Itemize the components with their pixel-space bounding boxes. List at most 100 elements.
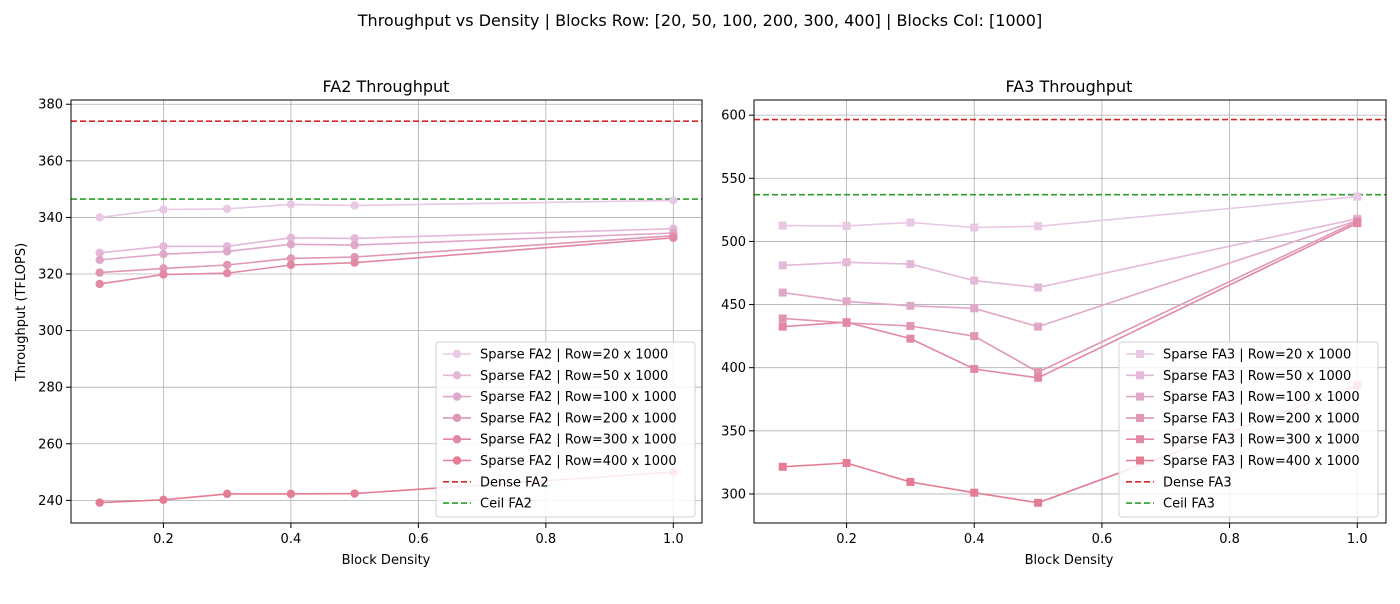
fa3-legend-label: Sparse FA3 | Row=300 x 1000: [1163, 433, 1360, 448]
fa2-data-point: [286, 233, 296, 242]
fa3-data-point: [906, 301, 915, 310]
fa2-data-point: [95, 498, 104, 507]
fa2-data-point: [159, 242, 168, 251]
fa2-data-point: [350, 489, 359, 498]
fa3-data-point: [906, 334, 915, 343]
fa2-data-point: [159, 495, 168, 504]
fa3-data-point: [906, 218, 915, 227]
fa3-data-point: [778, 221, 787, 230]
fa3-data-point: [842, 459, 851, 468]
fa3-data-point: [1034, 373, 1043, 382]
fa2-data-point: [159, 250, 168, 259]
fa2-series-line-5: [99, 471, 674, 504]
fa2-data-point: [95, 255, 104, 265]
fa3-series-line-4: [782, 222, 1358, 379]
fa3-data-point: [1353, 219, 1362, 228]
fa2-legend-label: Ceil FA2: [480, 497, 532, 512]
fa2-legend-label: Sparse FA2 | Row=400 x 1000: [480, 454, 677, 469]
fa2-y-tick-label: 240: [38, 494, 63, 509]
fa3-legend-box: [1118, 341, 1379, 518]
fa2-x-tick-label: 0.4: [281, 532, 302, 547]
fa2-legend-label: Dense FA2: [480, 475, 549, 490]
fa3-x-tick-label: 0.2: [836, 532, 857, 547]
fa3-throughput-chart: FA3 Throughput Block Density 0.2 0.4 0.6 0.…: [721, 77, 1387, 568]
fa2-x-axis-label: Block Density: [342, 553, 431, 568]
fa2-legend: Sparse FA2 | Row=20 x 1000 Sparse FA2 | R…: [435, 341, 696, 518]
fa3-data-point: [1353, 192, 1362, 201]
fa3-data-point: [970, 364, 979, 373]
fa2-x-tick-label: 0.2: [153, 532, 174, 547]
fa2-data-point: [222, 204, 232, 214]
fa3-data-point: [842, 318, 851, 327]
fa2-legend-marker: [452, 413, 462, 423]
fa3-data-point: [1034, 322, 1043, 331]
fa2-y-axis-label: Throughput (TFLOPS): [14, 243, 29, 382]
fa2-data-point: [286, 240, 296, 249]
fa3-y-tick-label: 300: [721, 487, 746, 502]
fa3-chart-title: FA3 Throughput: [1006, 77, 1133, 96]
fa2-series-line-4: [99, 237, 674, 285]
fa3-series-line-1: [782, 217, 1358, 289]
fa3-data-point: [906, 477, 915, 486]
fa3-legend-label: Sparse FA3 | Row=50 x 1000: [1163, 369, 1351, 384]
fa3-x-tick-label: 0.8: [1219, 532, 1240, 547]
fa3-legend-label: Sparse FA3 | Row=200 x 1000: [1163, 411, 1360, 426]
fa2-series-line-1: [99, 227, 674, 254]
fa2-legend-box: [435, 341, 696, 518]
fa2-data-point: [350, 201, 359, 210]
fa2-chart-title: FA2 Throughput: [323, 77, 450, 96]
fa3-series-line-5: [782, 384, 1358, 504]
fa3-data-point: [970, 488, 979, 497]
fa2-throughput-chart: FA2 Throughput Block Density Throughput …: [14, 77, 703, 568]
fa3-data-point: [970, 332, 979, 341]
fa3-data-point: [842, 221, 851, 230]
fa3-legend-label: Sparse FA3 | Row=400 x 1000: [1163, 454, 1360, 469]
fa3-series-line-2: [782, 219, 1358, 328]
fa2-legend-marker: [452, 456, 462, 465]
fa3-data-point: [970, 276, 979, 285]
fa2-data-point: [95, 279, 104, 289]
fa3-legend-label: Sparse FA3 | Row=100 x 1000: [1163, 390, 1360, 405]
fa3-data-point: [778, 288, 787, 297]
fa2-y-tick-label: 380: [38, 98, 63, 113]
fa2-data-point: [669, 196, 678, 205]
fa3-data-point: [970, 304, 979, 313]
fa3-y-tick-label: 450: [721, 298, 746, 313]
fa2-x-tick-label: 0.6: [408, 532, 429, 547]
fa3-legend-marker: [1136, 371, 1144, 380]
figure-suptitle: Throughput vs Density | Blocks Row: [20,…: [357, 11, 1042, 30]
fa3-legend-marker: [1136, 456, 1144, 465]
fa2-data-point: [286, 489, 296, 499]
fa2-plot-area: 0.2 0.4 0.6 0.8 1.0 240 260 280 300 320 340 360 380 S…: [38, 98, 703, 547]
fa2-legend-label: Sparse FA2 | Row=200 x 1000: [480, 411, 677, 426]
fa2-y-tick-label: 320: [38, 268, 63, 283]
fa2-data-point: [350, 240, 359, 250]
fa2-data-point: [159, 205, 168, 214]
fa3-legend-label: Dense FA3: [1163, 475, 1232, 490]
fa2-data-point: [350, 258, 359, 267]
fa3-legend-marker: [1136, 392, 1144, 401]
fa3-data-point: [906, 322, 915, 331]
fa3-data-point: [906, 260, 915, 269]
fa2-x-tick-label: 0.8: [535, 532, 556, 547]
fa3-legend-marker: [1136, 350, 1144, 358]
fa3-legend: Sparse FA3 | Row=20 x 1000 Sparse FA3 | R…: [1118, 341, 1379, 518]
fa2-y-tick-label: 300: [38, 324, 63, 339]
fa2-legend-marker: [452, 371, 462, 380]
fa2-data-point: [95, 248, 104, 257]
fa3-data-point: [778, 314, 787, 323]
fa3-plot-area: 0.2 0.4 0.6 0.8 1.0 300 350 400 450 500 550 600 Spar…: [721, 99, 1387, 547]
fa2-data-point: [222, 268, 232, 278]
fa2-data-point: [350, 234, 359, 243]
fa3-y-tick-label: 600: [721, 109, 746, 124]
fa3-x-tick-label: 0.6: [1092, 532, 1113, 547]
fa3-data-point: [1034, 222, 1043, 231]
fa3-x-axis-label: Block Density: [1025, 553, 1114, 568]
fa3-y-tick-label: 400: [721, 361, 746, 376]
fa2-series-line-0: [99, 199, 674, 219]
fa3-axes-frame: [753, 99, 1387, 524]
fa3-data-point: [778, 462, 787, 471]
fa2-y-tick-label: 340: [38, 211, 63, 226]
fa2-y-tick-label: 280: [38, 381, 63, 396]
fa2-data-point: [669, 233, 678, 242]
